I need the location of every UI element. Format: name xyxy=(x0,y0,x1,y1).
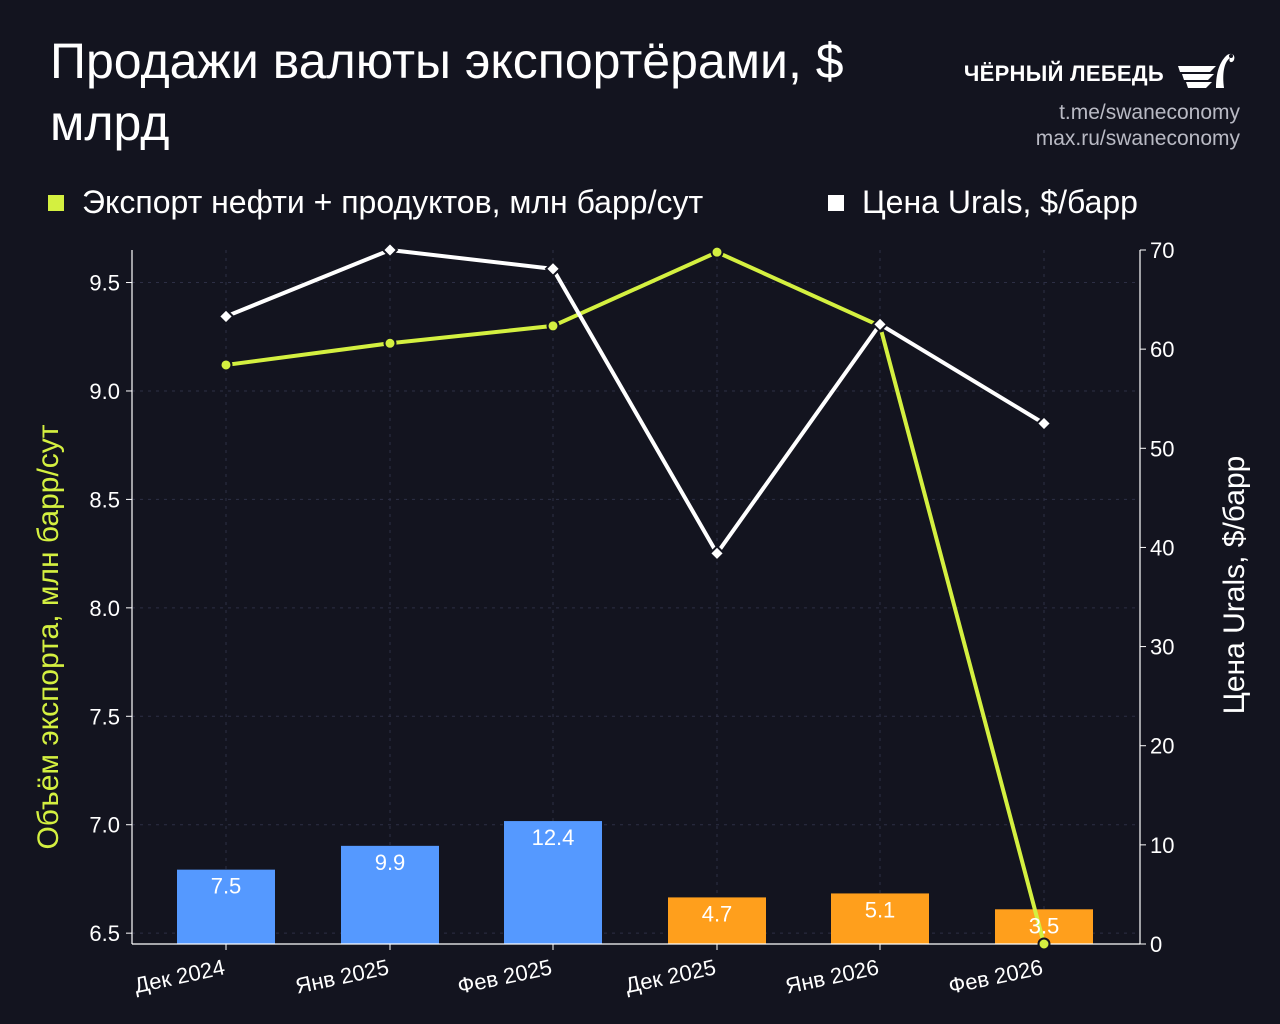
legend-label-urals: Цена Urals, $/барр xyxy=(862,184,1138,220)
left-tick-label-3: 8.0 xyxy=(89,596,120,621)
bar-label-1: 9.9 xyxy=(375,850,406,875)
chart-title: Продажи валюты экспортёрами, $ млрд xyxy=(50,33,844,151)
bar-label-0: 7.5 xyxy=(211,874,242,899)
bar-0 xyxy=(177,869,275,944)
bar-label-3: 4.7 xyxy=(702,901,733,926)
series-0-point-5 xyxy=(1037,937,1051,951)
right-tick-label-7: 70 xyxy=(1150,238,1174,263)
lines-layer xyxy=(217,241,1053,951)
bar-1 xyxy=(341,845,439,944)
left-tick-label-5: 9.0 xyxy=(89,379,120,404)
right-tick-label-0: 0 xyxy=(1150,932,1162,957)
series-1-point-1 xyxy=(381,241,399,259)
legend-swatch-urals xyxy=(828,194,844,211)
bar-4 xyxy=(831,893,929,944)
right-tick-label-4: 40 xyxy=(1150,535,1174,560)
bar-3 xyxy=(668,897,766,944)
series-1-point-4 xyxy=(871,315,889,333)
swan-wings-icon xyxy=(1176,48,1240,100)
right-tick-label-1: 10 xyxy=(1150,833,1174,858)
x-tick-label-2: Фев 2025 xyxy=(455,954,554,998)
brand-name: ЧЁРНЫЙ ЛЕБЕДЬ xyxy=(963,61,1164,86)
series-0-point-0 xyxy=(219,358,233,372)
legend-label-export: Экспорт нефти + продуктов, млн барр/сут xyxy=(82,184,704,220)
series-0-point-3 xyxy=(710,245,724,259)
series-0-point-2 xyxy=(546,319,560,333)
bar-label-5: 3.5 xyxy=(1029,913,1060,938)
left-tick-label-4: 8.5 xyxy=(89,487,120,512)
bar-label-2: 12.4 xyxy=(532,825,575,850)
series-1-point-3 xyxy=(708,544,726,562)
right-tick-label-6: 60 xyxy=(1150,337,1174,362)
brand-row: ЧЁРНЫЙ ЛЕБЕДЬ xyxy=(964,48,1240,100)
series-line-0 xyxy=(225,250,1046,945)
legend-swatch-export xyxy=(48,194,64,211)
legend: Экспорт нефти + продуктов, млн барр/сут … xyxy=(48,184,1248,228)
x-tick-label-5: Фев 2026 xyxy=(946,954,1045,998)
legend-item-urals: Цена Urals, $/барр xyxy=(828,184,1138,221)
grid-layer xyxy=(132,250,1140,944)
x-tick-label-4: Янв 2026 xyxy=(783,954,881,998)
x-tick-label-3: Дек 2025 xyxy=(623,954,718,998)
left-tick-label-2: 7.5 xyxy=(89,704,120,729)
left-axis-title: Объём экспорта, млн барр/сут xyxy=(32,424,65,849)
right-tick-label-2: 20 xyxy=(1150,734,1174,759)
left-tick-label-0: 6.5 xyxy=(89,921,120,946)
series-1-point-5 xyxy=(1035,415,1053,432)
brand-link-telegram[interactable]: t.me/swaneconomy xyxy=(1059,101,1240,124)
legend-item-export: Экспорт нефти + продуктов, млн барр/сут xyxy=(48,184,703,221)
series-0-point-1 xyxy=(383,336,397,350)
left-tick-label-1: 7.0 xyxy=(89,813,120,838)
labels-layer: 7.5 9.9 12.4 4.7 5.1 3.5 xyxy=(211,825,1060,938)
right-tick-label-5: 50 xyxy=(1150,436,1174,461)
bar-label-4: 5.1 xyxy=(865,897,896,922)
x-tick-label-0: Дек 2024 xyxy=(132,954,227,998)
brand-link-max[interactable]: max.ru/swaneconomy xyxy=(1035,127,1240,150)
left-tick-label-6: 9.5 xyxy=(89,271,120,296)
series-1-point-0 xyxy=(217,308,235,325)
series-1-point-2 xyxy=(544,260,562,278)
bar-2 xyxy=(504,821,602,944)
series-line-1 xyxy=(225,248,1046,556)
bars-layer xyxy=(177,821,1093,944)
x-tick-label-1: Янв 2025 xyxy=(293,954,391,998)
right-axis-title: Цена Urals, $/барр xyxy=(1218,456,1251,715)
right-tick-label-3: 30 xyxy=(1150,635,1174,660)
brand-block: ЧЁРНЫЙ ЛЕБЕДЬ t.me/swaneconomy max.ru/sw… xyxy=(964,48,1240,152)
